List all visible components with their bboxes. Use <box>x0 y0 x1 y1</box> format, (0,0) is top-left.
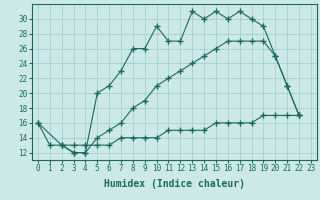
X-axis label: Humidex (Indice chaleur): Humidex (Indice chaleur) <box>104 179 245 189</box>
